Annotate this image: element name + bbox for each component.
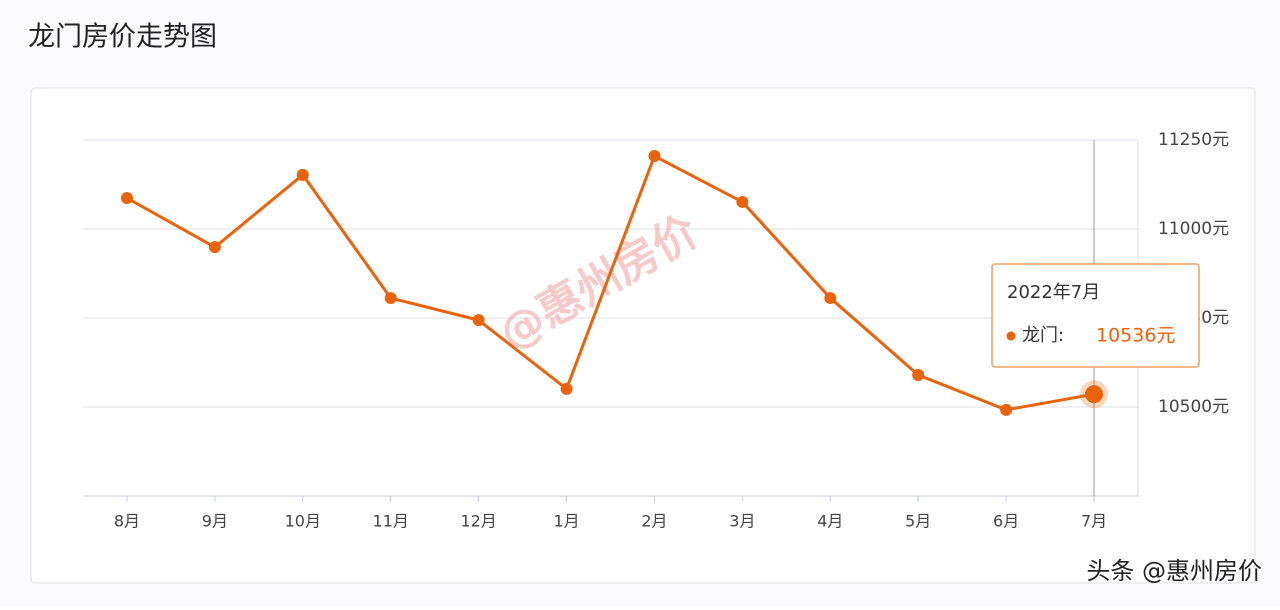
x-tick-label: 7月 (1081, 512, 1107, 531)
chart-title: 龙门房价走势图 (28, 22, 217, 53)
point (824, 292, 837, 305)
tooltip-value: 10536元 (1096, 325, 1175, 347)
point (120, 192, 133, 205)
point (736, 195, 749, 208)
x-tick-label: 10月 (285, 512, 321, 531)
chart-frame (30, 87, 1256, 584)
point (1085, 385, 1104, 404)
point (472, 314, 485, 327)
point (296, 168, 309, 181)
tooltip-title: 2022年7月 (1007, 282, 1100, 303)
point (384, 292, 397, 305)
y-tick-label: 11250元 (1158, 130, 1229, 150)
tooltip-label: 龙门: (1022, 325, 1064, 346)
credit: 头条 @惠州房价 (1086, 557, 1262, 585)
line (126, 154, 1095, 412)
point (648, 150, 661, 163)
tooltip-box (991, 263, 1200, 368)
x-tick-label: 6月 (993, 512, 1019, 531)
x-tick-label: 2月 (641, 512, 667, 531)
y-tick-label: 11000元 (1158, 219, 1229, 239)
x-tick-label: 11月 (373, 512, 409, 531)
x-tick-label: 12月 (460, 512, 496, 531)
y-tick-label: 10500元 (1158, 397, 1229, 417)
x-tick-label: 4月 (817, 512, 843, 531)
tooltip: 2022年7月 龙门: 10536元 (991, 263, 1200, 368)
x-tick-label: 5月 (905, 512, 931, 531)
point (560, 382, 573, 395)
x-tick-label: 3月 (729, 512, 755, 531)
point (1000, 403, 1013, 416)
x-tick-label: 9月 (202, 512, 228, 531)
x-tick-label: 8月 (114, 512, 140, 531)
point (208, 241, 221, 254)
point (912, 368, 925, 381)
x-tick-label: 1月 (553, 512, 579, 531)
tooltip-dot (1006, 331, 1016, 341)
